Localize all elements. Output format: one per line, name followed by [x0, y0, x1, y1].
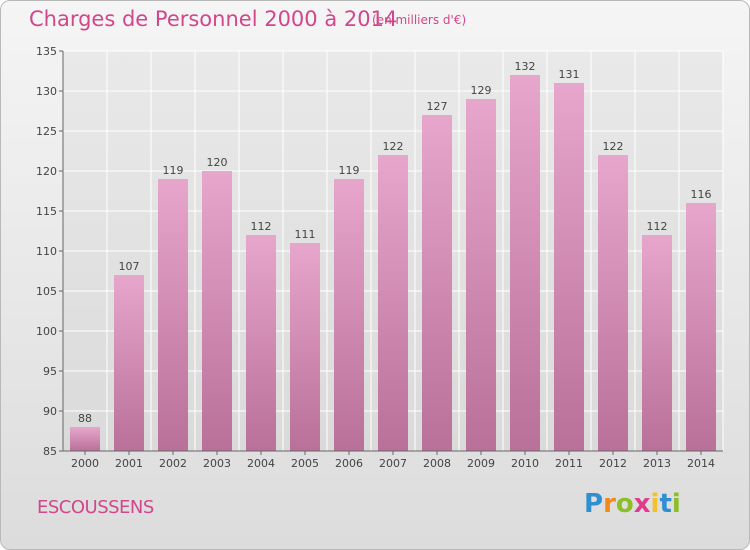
logo-letter: i: [671, 489, 681, 519]
proxiti-logo: Proxiti: [584, 489, 689, 523]
commune-name: ESCOUSSENS: [37, 497, 154, 518]
bar-2005: [290, 243, 320, 451]
logo-letter: t: [659, 489, 672, 519]
x-tick-label: 2007: [379, 457, 407, 470]
data-label-2001: 107: [119, 260, 140, 273]
y-tick-label: 90: [43, 405, 57, 418]
bars: [70, 75, 716, 451]
axes: 85 90 95 100 105 110 115 120 125 130 135 2000 2001 20…: [36, 45, 723, 470]
logo-letter: x: [633, 489, 651, 519]
x-tick-label: 2006: [335, 457, 363, 470]
data-label-2002: 119: [163, 164, 184, 177]
y-tick-label: 105: [36, 285, 57, 298]
y-tick-label: 135: [36, 45, 57, 58]
chart-subtitle: (en milliers d'€): [372, 13, 467, 27]
logo-letter: P: [584, 489, 604, 519]
x-tick-label: 2005: [291, 457, 319, 470]
bar-2014: [686, 203, 716, 451]
x-tick-label: 2013: [643, 457, 671, 470]
data-label-2014: 116: [691, 188, 712, 201]
y-tick-label: 85: [43, 445, 57, 458]
x-tick-label: 2012: [599, 457, 627, 470]
y-tick-label: 95: [43, 365, 57, 378]
x-tick-label: 2009: [467, 457, 495, 470]
data-label-2010: 132: [515, 60, 536, 73]
y-tick-label: 125: [36, 125, 57, 138]
bar-2010: [510, 75, 540, 451]
data-label-2008: 127: [427, 100, 448, 113]
x-tick-label: 2010: [511, 457, 539, 470]
x-tick-label: 2002: [159, 457, 187, 470]
y-tick-label: 110: [36, 245, 57, 258]
bar-2008: [422, 115, 452, 451]
x-tick-label: 2000: [71, 457, 99, 470]
bar-2001: [114, 275, 144, 451]
y-tick-label: 100: [36, 325, 57, 338]
bar-2000: [70, 427, 100, 451]
data-label-2005: 111: [295, 228, 316, 241]
y-tick-label: 120: [36, 165, 57, 178]
x-tick-label: 2003: [203, 457, 231, 470]
data-labels: 88 107 119 120 112 111 119 122 127 129 132 131 122 11…: [78, 60, 712, 425]
data-label-2009: 129: [471, 84, 492, 97]
data-label-2003: 120: [207, 156, 228, 169]
data-label-2013: 112: [647, 220, 668, 233]
data-label-2000: 88: [78, 412, 92, 425]
logo-letter: i: [650, 489, 660, 519]
bar-2004: [246, 235, 276, 451]
data-label-2011: 131: [559, 68, 580, 81]
bar-2013: [642, 235, 672, 451]
data-label-2012: 122: [603, 140, 624, 153]
x-tick-label: 2001: [115, 457, 143, 470]
bar-2002: [158, 179, 188, 451]
bar-2012: [598, 155, 628, 451]
data-label-2006: 119: [339, 164, 360, 177]
bar-2006: [334, 179, 364, 451]
logo-letter: o: [615, 489, 634, 519]
logo-letter: r: [603, 489, 616, 519]
y-tick-label: 115: [36, 205, 57, 218]
bar-2007: [378, 155, 408, 451]
bar-2011: [554, 83, 584, 451]
x-tick-label: 2008: [423, 457, 451, 470]
data-label-2004: 112: [251, 220, 272, 233]
data-label-2007: 122: [383, 140, 404, 153]
x-tick-label: 2014: [687, 457, 715, 470]
chart-title: Charges de Personnel 2000 à 2014: [29, 7, 398, 31]
bar-2003: [202, 171, 232, 451]
y-tick-label: 130: [36, 85, 57, 98]
x-tick-label: 2004: [247, 457, 275, 470]
x-tick-label: 2011: [555, 457, 583, 470]
bar-2009: [466, 99, 496, 451]
